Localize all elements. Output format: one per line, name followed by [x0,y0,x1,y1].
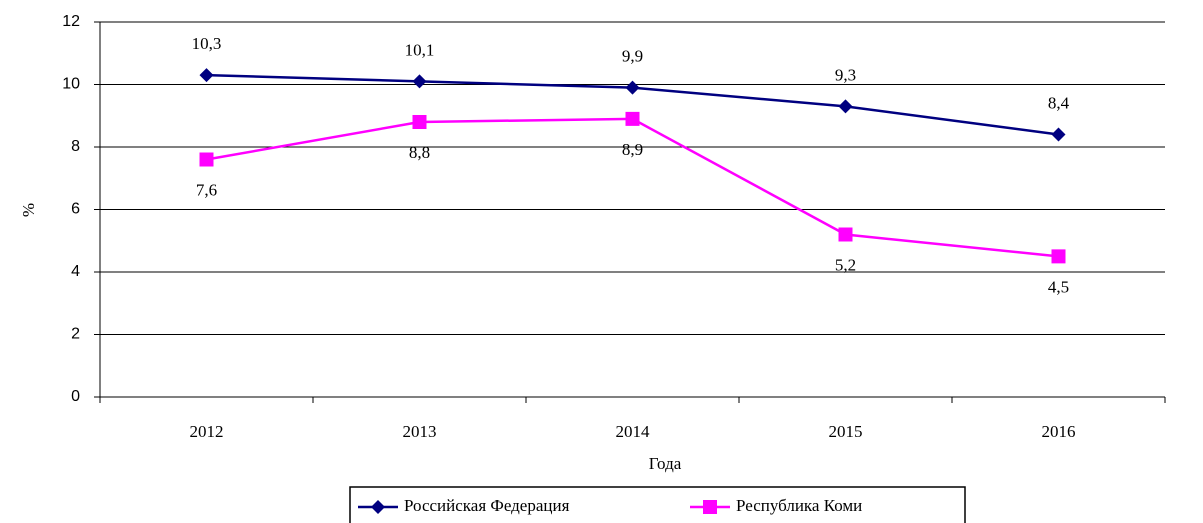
data-point [199,68,214,83]
data-point [625,111,640,126]
y-tick-label: 12 [62,13,80,30]
x-tick-label: 2015 [829,422,863,441]
data-label: 10,3 [192,34,222,53]
data-point [625,80,640,95]
x-axis-label: Года [649,454,682,473]
data-label: 8,8 [409,143,430,162]
x-tick-label: 2016 [1042,422,1076,441]
legend-marker [703,500,717,514]
y-axis-label: % [19,203,38,217]
y-tick-label: 8 [71,138,80,155]
data-label: 8,4 [1048,93,1070,112]
data-label: 4,5 [1048,277,1069,296]
data-point [199,152,214,167]
data-point [1051,127,1066,142]
y-tick-label: 2 [71,326,80,343]
legend-label: Российская Федерация [404,496,570,515]
data-point [412,115,427,129]
data-point [838,227,853,242]
x-tick-label: 2013 [403,422,437,441]
y-tick-label: 10 [62,76,80,93]
data-point [838,99,853,114]
data-point [412,74,427,89]
y-tick-label: 4 [71,263,80,280]
x-tick-label: 2014 [616,422,651,441]
data-label: 10,1 [405,40,435,59]
data-label: 9,3 [835,65,856,84]
data-label: 8,9 [622,140,643,159]
y-tick-label: 0 [71,388,80,405]
data-point [1051,249,1066,264]
data-label: 5,2 [835,255,856,274]
legend-box [349,486,966,523]
legend-marker [371,500,385,514]
y-tick-label: 6 [71,201,80,218]
x-tick-label: 2012 [190,422,224,441]
data-label: 7,6 [196,180,217,199]
legend-label: Республика Коми [736,496,862,515]
data-label: 9,9 [622,47,643,66]
